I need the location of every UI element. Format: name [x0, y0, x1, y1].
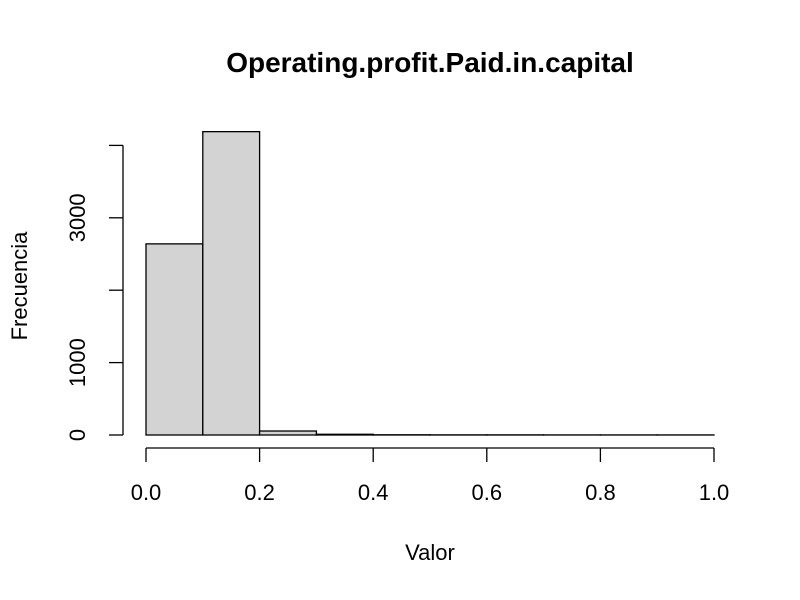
bars-group [145, 130, 715, 436]
x-tick-label: 1.0 [699, 480, 730, 505]
histogram-bar [202, 130, 261, 436]
y-tick-label: 1000 [65, 338, 90, 387]
x-tick-label: 0.4 [358, 480, 389, 505]
x-axis-label: Valor [405, 540, 455, 565]
y-tick-label: 0 [65, 429, 90, 441]
x-tick-label: 0.2 [244, 480, 275, 505]
chart-title: Operating.profit.Paid.in.capital [226, 47, 634, 78]
x-tick-label: 0.6 [472, 480, 503, 505]
x-tick-label: 0.8 [585, 480, 616, 505]
y-tick-label: 3000 [65, 193, 90, 242]
y-axis: 0 1000 3000 [65, 144, 124, 441]
x-tick-label: 0.0 [131, 480, 162, 505]
histogram-bar [258, 430, 318, 436]
x-axis: 0.0 0.2 0.4 0.6 0.8 1.0 [131, 447, 730, 505]
y-axis-label: Frecuencia [7, 231, 32, 341]
histogram-bar [145, 243, 204, 436]
histogram-bar [315, 433, 374, 436]
